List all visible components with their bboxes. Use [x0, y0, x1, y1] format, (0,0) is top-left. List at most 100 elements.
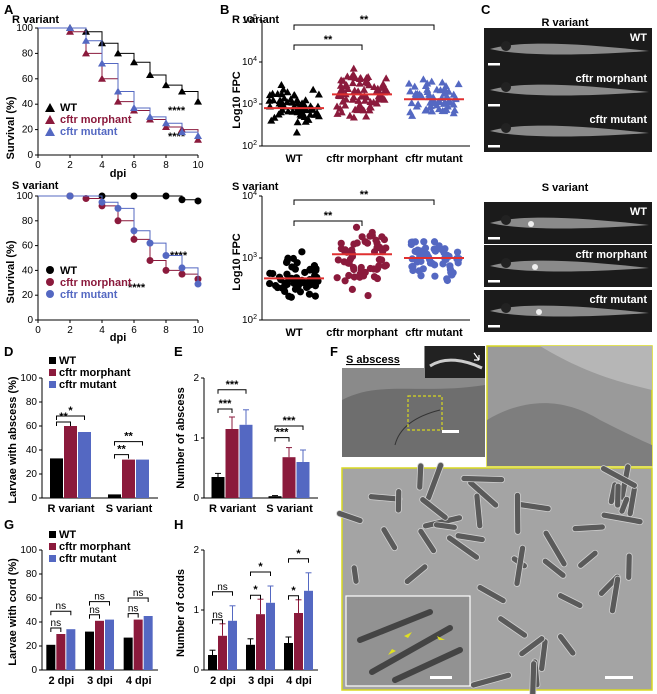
data-point	[454, 259, 462, 267]
data-point	[314, 112, 323, 120]
y-tick-label: 100	[16, 23, 33, 34]
y-tick-label: 80	[22, 48, 34, 59]
bacillus	[476, 584, 507, 605]
y-tick-label: 0	[27, 150, 33, 161]
data-point	[345, 271, 353, 280]
bar-2	[266, 602, 275, 670]
sig-bracket	[217, 408, 233, 413]
data-point	[342, 81, 351, 89]
data-point	[439, 99, 448, 107]
a-bottom-xlabel: dpi	[110, 332, 127, 344]
data-point	[382, 74, 391, 82]
data-point	[304, 115, 313, 123]
y-tick-label: 20	[26, 641, 38, 652]
sig-bracket	[217, 389, 247, 394]
bar-2	[228, 620, 237, 670]
data-point	[178, 270, 186, 278]
data-point	[443, 92, 452, 100]
legend-marker-mutant	[46, 290, 54, 298]
panel-label-a: A	[4, 2, 14, 17]
data-point	[341, 277, 349, 285]
larva-eye	[501, 303, 511, 313]
scale-bar-f1	[442, 430, 459, 433]
data-point	[354, 87, 363, 95]
bacillus	[600, 511, 644, 526]
data-point	[349, 93, 358, 101]
em-zoom-dark	[487, 403, 652, 466]
data-point	[270, 113, 279, 121]
data-point	[431, 272, 439, 280]
data-point	[265, 279, 274, 288]
data-point	[354, 96, 363, 104]
data-point	[438, 78, 447, 86]
data-point	[162, 252, 170, 260]
sig-bracket	[293, 44, 363, 50]
sig-bracket	[212, 591, 233, 596]
sig-bracket	[250, 571, 271, 576]
data-point	[449, 100, 458, 108]
legend-mutant: cftr mutant	[60, 126, 118, 138]
scale-bar	[488, 63, 500, 66]
data-point	[405, 79, 414, 87]
bacillus	[571, 523, 606, 533]
data-point	[370, 83, 379, 91]
sig-label: **	[360, 14, 369, 26]
data-point	[286, 95, 295, 103]
x-category-label: 2 dpi	[210, 675, 236, 687]
bar-2	[66, 629, 76, 670]
data-point	[146, 256, 154, 264]
data-point	[443, 102, 452, 110]
data-point	[298, 99, 307, 107]
data-point	[408, 111, 417, 119]
larva-body	[490, 84, 649, 96]
bacillus	[518, 635, 546, 658]
bar-2	[296, 462, 310, 498]
data-point	[293, 259, 301, 267]
data-point	[357, 92, 366, 100]
larva-body	[490, 305, 649, 317]
sig-label: *	[296, 548, 301, 560]
bacillus	[446, 534, 480, 561]
data-point	[338, 97, 347, 105]
data-point	[368, 228, 376, 237]
larva-inset	[425, 346, 485, 378]
c-top-title: R variant	[541, 17, 588, 29]
data-point	[162, 192, 170, 200]
legend-mutant: cftr mutant	[59, 553, 117, 565]
bacillus	[336, 510, 364, 524]
data-point	[312, 265, 320, 273]
a-bottom-legend: WT cftr morphant cftr mutant	[46, 265, 132, 301]
data-point	[360, 85, 369, 93]
data-point	[162, 266, 170, 274]
a-top-xlabel: dpi	[110, 168, 127, 180]
data-point	[411, 91, 420, 99]
data-point	[82, 36, 90, 44]
data-point	[82, 49, 90, 57]
sig-label: **	[124, 431, 133, 443]
bar-1	[256, 614, 265, 670]
data-point	[277, 276, 285, 284]
data-point	[430, 238, 439, 246]
inset-larva-body	[429, 358, 483, 370]
data-point	[283, 270, 291, 278]
data-point	[373, 274, 382, 283]
bar-2	[239, 424, 253, 498]
y-tick-label: 60	[26, 593, 38, 604]
legend-mutant: cftr mutant	[60, 289, 118, 301]
a-top-title: R variant	[12, 14, 59, 26]
y-tick-label: 2	[193, 545, 199, 556]
scale-bar-f2	[605, 676, 633, 679]
fpc-scatter-s: S variant Log10 FPC 102 103 104 WT cftr morp…	[231, 181, 470, 339]
data-point	[448, 271, 456, 279]
data-point	[333, 274, 341, 282]
zoom-box	[407, 395, 443, 431]
data-point	[366, 103, 375, 111]
data-point	[362, 112, 371, 120]
bacillus	[433, 521, 458, 531]
x-tick-label: 4	[99, 325, 105, 336]
data-point	[449, 90, 458, 98]
data-point	[353, 239, 361, 247]
data-point	[266, 269, 274, 277]
data-point	[349, 64, 358, 72]
